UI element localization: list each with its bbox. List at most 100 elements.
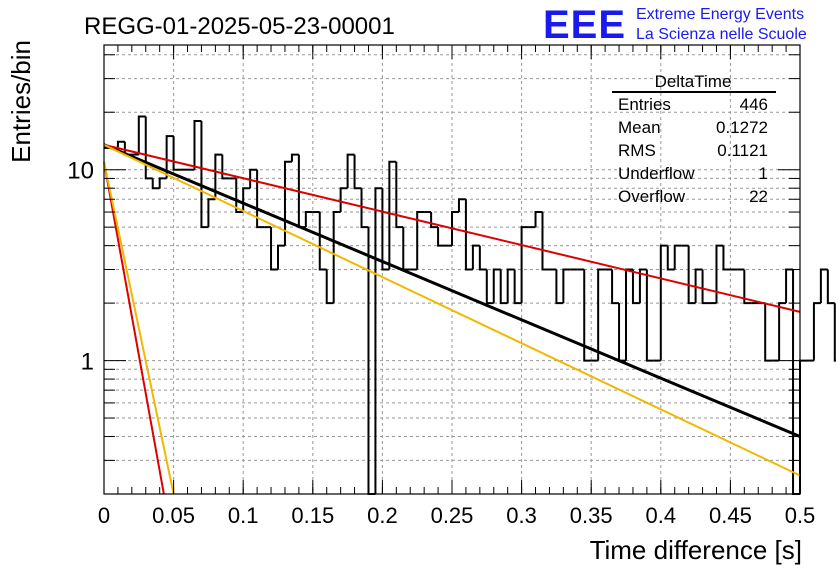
histogram-bin [381, 188, 390, 271]
x-tick-label: 0.5 [785, 503, 816, 528]
histogram-bin [638, 268, 647, 304]
stats-box: DeltaTime Entries 446 Mean 0.1272 RMS 0.1121 U… [612, 72, 776, 206]
histogram-bin [256, 169, 265, 229]
histogram-bin [325, 269, 334, 305]
histogram-bin [819, 268, 828, 304]
stats-value: 1 [759, 164, 768, 183]
histogram-bin [193, 119, 202, 170]
x-tick-label: 0.3 [506, 503, 537, 528]
histogram-bin [235, 178, 244, 214]
fit-lines [103, 143, 801, 495]
y-axis-label: Entries/bin [6, 40, 36, 163]
histogram-bin [346, 153, 355, 189]
histogram-bin [645, 269, 654, 362]
x-tick-label: 0.35 [570, 503, 613, 528]
histogram-bin [555, 269, 564, 305]
histogram-bin [631, 269, 640, 305]
histogram-bin [485, 269, 494, 305]
stats-label: Underflow [618, 164, 695, 183]
histogram-bin [430, 212, 439, 229]
histogram-bin [764, 303, 773, 362]
x-tick-label: 0.45 [709, 503, 752, 528]
histogram-bin [214, 153, 223, 200]
histogram-bin [395, 161, 404, 229]
chart-title: REGG-01-2025-05-23-00001 [84, 13, 395, 40]
histogram-bin [339, 187, 348, 213]
histogram-bin [826, 269, 835, 305]
histogram-bin [715, 244, 724, 304]
x-axis-label: Time difference [s] [590, 535, 802, 565]
y-tick-label: 10 [67, 158, 94, 185]
stats-value: 446 [740, 95, 768, 114]
histogram-bin [520, 226, 529, 304]
histogram-bin [283, 160, 292, 246]
histogram-bin [207, 198, 216, 228]
histogram-bin [722, 245, 731, 271]
histogram-bin [785, 268, 794, 304]
histogram-bin [172, 136, 181, 171]
stats-value: 0.1121 [717, 141, 768, 160]
histogram-bin [743, 269, 752, 305]
x-tick-label: 0.25 [431, 503, 474, 528]
x-tick-label: 0.05 [152, 503, 195, 528]
histogram-bin [457, 198, 466, 213]
eee-logo: EEE Extreme Energy Events La Scienza nel… [543, 3, 807, 47]
histogram-bin [618, 303, 626, 362]
stats-rows: Entries 446 Mean 0.1272 RMS 0.1121 Underflow 1 O… [618, 95, 768, 206]
x-tick-label: 0 [98, 503, 110, 528]
histogram-bin [200, 120, 209, 229]
histogram-bin [249, 168, 258, 189]
histogram-bin [116, 140, 125, 148]
histogram-bin [242, 187, 251, 213]
histogram-bin [277, 244, 285, 270]
eee-logo-line2: La Scienza nelle Scuole [636, 26, 807, 43]
histogram-bin [687, 245, 696, 305]
histogram-bin [471, 244, 480, 270]
eee-logo-mark: EEE [543, 3, 626, 47]
histogram-bin [360, 188, 369, 229]
histogram-bin [611, 269, 620, 305]
histogram-bin [374, 187, 383, 494]
histogram-bin [673, 244, 682, 270]
stats-label: Entries [618, 95, 671, 114]
x-tick-label: 0.2 [367, 503, 398, 528]
fit-line [103, 161, 165, 495]
histogram-bin [694, 268, 703, 304]
eee-logo-line1: Extreme Energy Events [636, 6, 804, 23]
histogram-bin [270, 227, 278, 271]
histogram-bin [562, 268, 571, 304]
histogram-bin [158, 177, 167, 189]
histogram-bin [388, 160, 397, 270]
x-tick-label: 0.4 [646, 503, 677, 528]
histogram-bin [137, 115, 146, 155]
fit-line [103, 143, 801, 313]
histogram-bin [144, 116, 153, 180]
histogram-bin [353, 154, 362, 190]
histogram-bin [534, 211, 543, 228]
fit-line [103, 161, 175, 495]
histogram-bin [812, 302, 821, 361]
histogram-bin [318, 212, 327, 271]
fit-line [103, 143, 801, 438]
histogram-bin [451, 211, 459, 246]
histogram-bin [799, 359, 807, 494]
stats-title: DeltaTime [655, 72, 732, 91]
stats-value: 22 [749, 187, 768, 206]
histogram-bin [402, 227, 411, 271]
x-tick-label: 0.15 [291, 503, 334, 528]
histogram-bin [499, 269, 508, 305]
x-tick-label: 0.1 [228, 503, 259, 528]
histogram-bin [541, 212, 550, 271]
stats-label: RMS [618, 141, 656, 160]
histogram-bin [597, 268, 606, 361]
histogram-series [104, 115, 836, 495]
histogram-bin [332, 211, 341, 304]
histogram-bin [513, 269, 522, 305]
histogram-bin [464, 199, 473, 271]
histogram-bin [165, 135, 174, 179]
histogram-bin [304, 211, 313, 228]
stats-label: Overflow [618, 187, 686, 206]
histogram-bin [151, 178, 160, 190]
histogram-bin [506, 268, 515, 304]
